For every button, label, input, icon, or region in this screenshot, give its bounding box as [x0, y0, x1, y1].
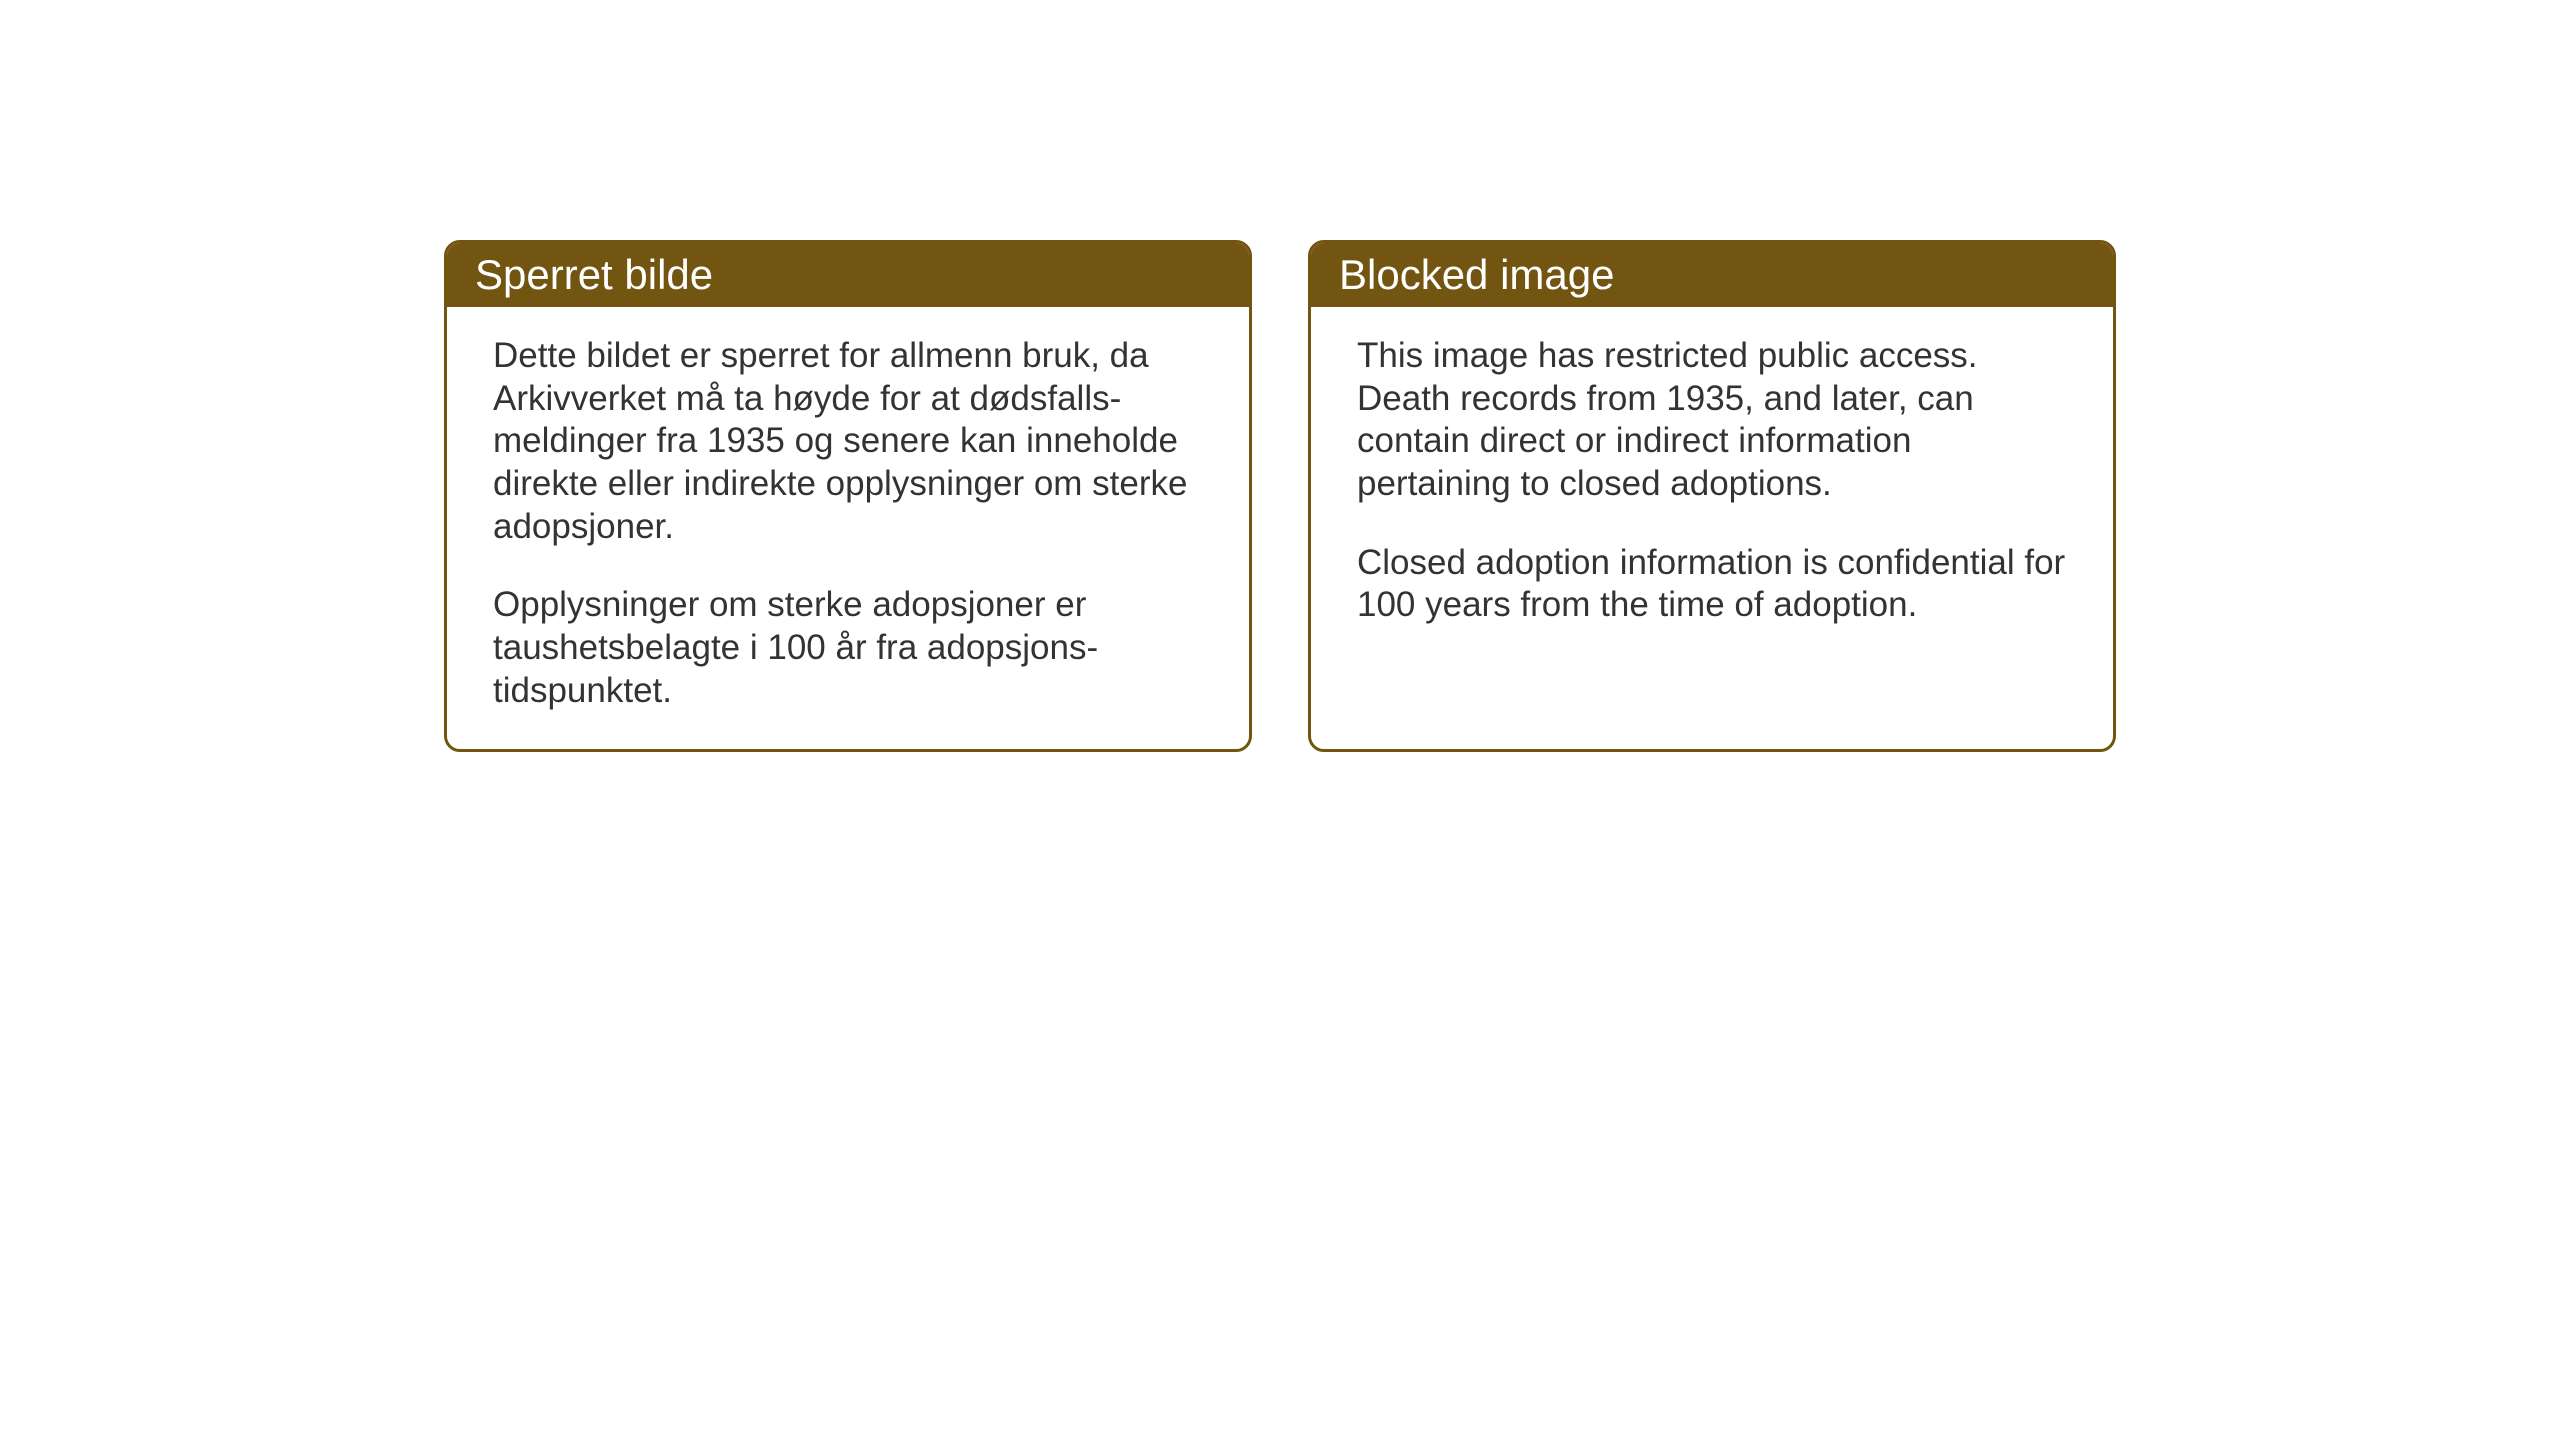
notice-text-english-p1: This image has restricted public access.…	[1357, 335, 2067, 506]
panel-header-english: Blocked image	[1311, 243, 2113, 307]
notice-panel-norwegian: Sperret bilde Dette bildet er sperret fo…	[444, 240, 1252, 752]
notice-text-norwegian-p2: Opplysninger om sterke adopsjoner er tau…	[493, 584, 1203, 712]
notice-container: Sperret bilde Dette bildet er sperret fo…	[444, 240, 2116, 752]
notice-text-norwegian-p1: Dette bildet er sperret for allmenn bruk…	[493, 335, 1203, 548]
notice-text-english-p2: Closed adoption information is confident…	[1357, 542, 2067, 627]
panel-body-english: This image has restricted public access.…	[1311, 307, 2113, 707]
notice-panel-english: Blocked image This image has restricted …	[1308, 240, 2116, 752]
panel-body-norwegian: Dette bildet er sperret for allmenn bruk…	[447, 307, 1249, 749]
panel-header-norwegian: Sperret bilde	[447, 243, 1249, 307]
